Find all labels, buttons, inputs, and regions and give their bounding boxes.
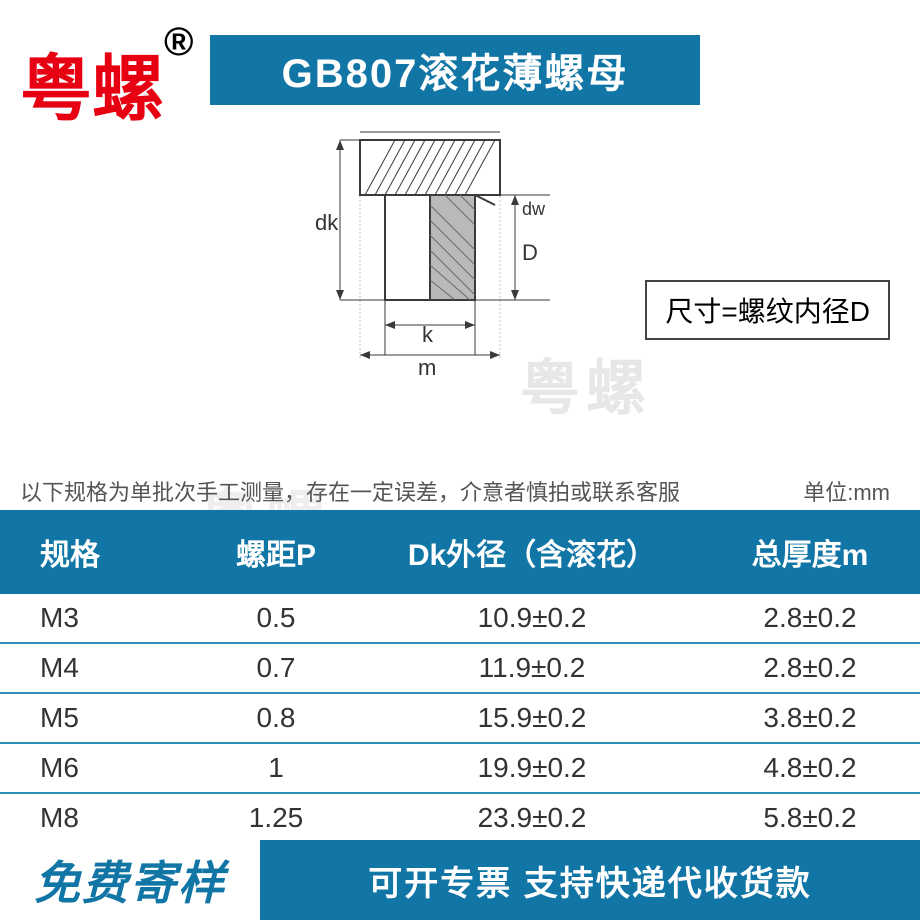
table-cell: 5.8±0.2 [700,793,920,843]
spec-table: 规格 螺距P Dk外径（含滚花） 总厚度m M30.510.9±0.22.8±0… [0,510,920,844]
table-cell: 2.8±0.2 [700,643,920,693]
product-title: GB807滚花薄螺母 [282,41,629,99]
table-cell: 2.8±0.2 [700,594,920,643]
table-row: M6119.9±0.24.8±0.2 [0,743,920,793]
svg-text:dw: dw [522,199,546,219]
table-cell: 23.9±0.2 [364,793,700,843]
col-pitch: 螺距P [188,510,364,594]
table-cell: 1.25 [188,793,364,843]
table-row: M40.711.9±0.22.8±0.2 [0,643,920,693]
table-cell: M5 [0,693,188,743]
col-thickness: 总厚度m [700,510,920,594]
free-sample-text: 免费寄样 [34,847,226,913]
table-cell: 3.8±0.2 [700,693,920,743]
dimension-note: 尺寸=螺纹内径D [665,296,870,327]
col-spec: 规格 [0,510,188,594]
watermark: 粤螺 [520,340,652,427]
table-body: M30.510.9±0.22.8±0.2M40.711.9±0.22.8±0.2… [0,594,920,843]
footer-left: 免费寄样 [0,840,260,920]
svg-text:dk: dk [315,210,339,235]
table-cell: 15.9±0.2 [364,693,700,743]
table-cell: 1 [188,743,364,793]
title-bar: GB807滚花薄螺母 [210,35,700,105]
dimension-note-box: 尺寸=螺纹内径D [645,280,890,340]
unit-label: 单位:mm [803,475,890,507]
table-cell: 0.8 [188,693,364,743]
table-cell: 0.7 [188,643,364,693]
table-cell: M4 [0,643,188,693]
table-row: M81.2523.9±0.25.8±0.2 [0,793,920,843]
measurement-note: 以下规格为单批次手工测量，存在一定误差，介意者慎拍或联系客服 [20,480,680,505]
brand-name: 粤螺 [20,50,164,130]
svg-text:k: k [422,322,434,347]
table-cell: M6 [0,743,188,793]
svg-text:D: D [522,240,538,265]
col-dk: Dk外径（含滚花） [364,510,700,594]
footer-banner: 免费寄样 可开专票 支持快递代收货款 [0,840,920,920]
table-row: M50.815.9±0.23.8±0.2 [0,693,920,743]
table-cell: 4.8±0.2 [700,743,920,793]
footer-services-text: 可开专票 支持快递代收货款 [368,856,811,905]
table-cell: M3 [0,594,188,643]
table-cell: 19.9±0.2 [364,743,700,793]
svg-text:m: m [418,355,436,380]
table-cell: 10.9±0.2 [364,594,700,643]
table-row: M30.510.9±0.22.8±0.2 [0,594,920,643]
footer-right: 可开专票 支持快递代收货款 [260,840,920,920]
table-cell: M8 [0,793,188,843]
registered-symbol: ® [164,20,193,64]
table-header-row: 规格 螺距P Dk外径（含滚花） 总厚度m [0,510,920,594]
table-cell: 0.5 [188,594,364,643]
table-cell: 11.9±0.2 [364,643,700,693]
measurement-note-row: 以下规格为单批次手工测量，存在一定误差，介意者慎拍或联系客服 单位:mm [20,475,890,507]
brand-logo: 粤螺® [20,30,194,135]
